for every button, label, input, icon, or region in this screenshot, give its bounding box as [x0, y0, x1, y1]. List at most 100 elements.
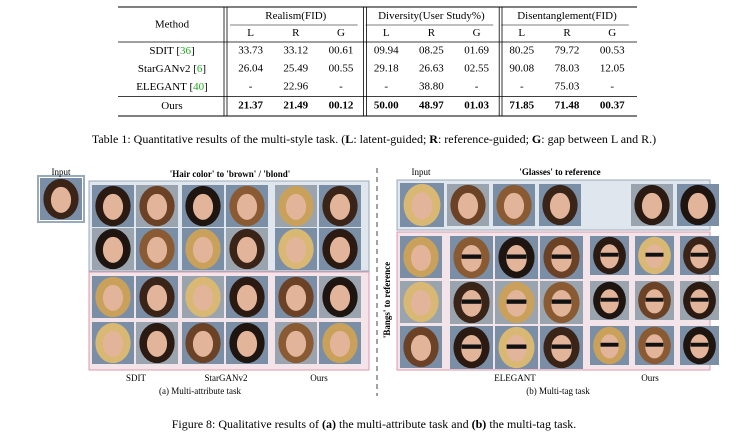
sub-header: R: [292, 27, 300, 39]
text-span: L: [345, 132, 353, 146]
group-header: Diversity(User Study%): [378, 10, 485, 22]
glasses: [600, 297, 619, 302]
table-cell: 90.08: [509, 63, 534, 75]
face-image: [182, 228, 224, 270]
table-cell: 78.03: [555, 63, 580, 75]
glasses: [551, 254, 572, 259]
face-image: [680, 236, 719, 275]
glasses: [690, 342, 709, 347]
sub-header: G: [608, 27, 616, 39]
face-image: [590, 326, 629, 365]
skin: [192, 236, 214, 263]
table-cell: 09.94: [374, 45, 399, 57]
panel-title: 'Glasses' to reference: [519, 167, 600, 177]
skin: [102, 236, 124, 263]
face-image: [590, 281, 629, 320]
skin: [102, 193, 124, 220]
table-cell: 21.37: [238, 100, 263, 112]
glasses: [506, 254, 527, 259]
table-cell: 71.85: [509, 100, 534, 112]
face-image: [631, 184, 673, 226]
face-image: [136, 322, 178, 364]
face-image: [635, 326, 674, 365]
table-cell: 79.72: [555, 45, 580, 57]
skin: [410, 244, 432, 271]
glasses: [461, 254, 482, 259]
face-image: [493, 184, 535, 226]
face-image: [275, 185, 317, 227]
sub-header: G: [473, 27, 481, 39]
table-cell: 80.25: [509, 45, 534, 57]
face-image: [182, 185, 224, 227]
table-cell: 71.48: [555, 100, 580, 112]
method-label: Ours: [641, 373, 659, 383]
table-cell: 02.55: [464, 63, 489, 75]
table-cell: 00.61: [329, 45, 354, 57]
table-cell: 01.69: [464, 45, 489, 57]
glasses: [506, 344, 527, 349]
skin: [285, 330, 307, 357]
skin: [102, 284, 124, 311]
figure-caption: Figure 8: Qualitative results of (a) the…: [172, 417, 577, 431]
method-name: ELEGANT [40]: [136, 81, 208, 93]
side-label: 'Bangs' to reference: [382, 262, 392, 338]
text-span: the multi-tag task.: [486, 417, 576, 431]
skin: [503, 192, 525, 219]
table-cell: 00.37: [600, 100, 625, 112]
face-image: [677, 184, 719, 226]
face-image: [635, 281, 674, 320]
face-image: [319, 185, 361, 227]
skin: [641, 192, 663, 219]
face-image: [400, 236, 442, 278]
method-label: ELEGANT: [494, 373, 536, 383]
glasses: [600, 342, 619, 347]
table-cell: -: [475, 81, 479, 93]
sub-header: L: [383, 27, 390, 39]
table-cell: -: [249, 81, 253, 93]
table-cell: 00.55: [329, 63, 354, 75]
group-header: Realism(FID): [265, 10, 326, 22]
text-span: SDIT [: [149, 45, 180, 57]
face-image: [226, 322, 268, 364]
skin: [329, 330, 351, 357]
sub-header: L: [518, 27, 525, 39]
table-caption: Table 1: Quantitative results of the mul…: [92, 132, 656, 146]
face-image: [182, 322, 224, 364]
glasses: [461, 344, 482, 349]
sub-header: R: [428, 27, 436, 39]
text-span: StarGANv2 [: [138, 63, 197, 75]
face-image: [275, 322, 317, 364]
glasses: [690, 297, 709, 302]
text-span: (b): [472, 417, 487, 431]
text-span: : reference-guided;: [438, 132, 532, 146]
face-image: [450, 326, 493, 369]
input-frame: [37, 175, 85, 223]
skin: [146, 284, 168, 311]
table-cell: 33.73: [238, 45, 263, 57]
column-header: Method: [155, 19, 190, 31]
skin: [411, 192, 433, 220]
glasses: [461, 299, 482, 304]
skin: [236, 193, 258, 220]
method-name: Ours: [161, 100, 182, 112]
subcaption: (b) Multi-tag task: [526, 386, 590, 396]
skin: [329, 236, 351, 263]
table-cell: 29.18: [374, 63, 399, 75]
text-span: ]: [204, 81, 208, 93]
face-image: [680, 326, 719, 365]
face-image: [540, 326, 583, 369]
face-image: [447, 184, 489, 226]
face-image: [92, 322, 134, 364]
table-cell: -: [610, 81, 614, 93]
glasses: [645, 252, 664, 257]
table-cell: -: [384, 81, 388, 93]
face-image: [450, 281, 493, 324]
text-span: Figure 8: Qualitative results of: [172, 417, 322, 431]
face-image: [92, 228, 134, 270]
text-span: ELEGANT [: [136, 81, 193, 93]
face-image: [400, 281, 442, 323]
skin: [329, 193, 351, 220]
subcaption: (a) Multi-attribute task: [159, 386, 241, 396]
group-header: Disentanglement(FID): [517, 10, 617, 22]
skin: [146, 236, 168, 263]
